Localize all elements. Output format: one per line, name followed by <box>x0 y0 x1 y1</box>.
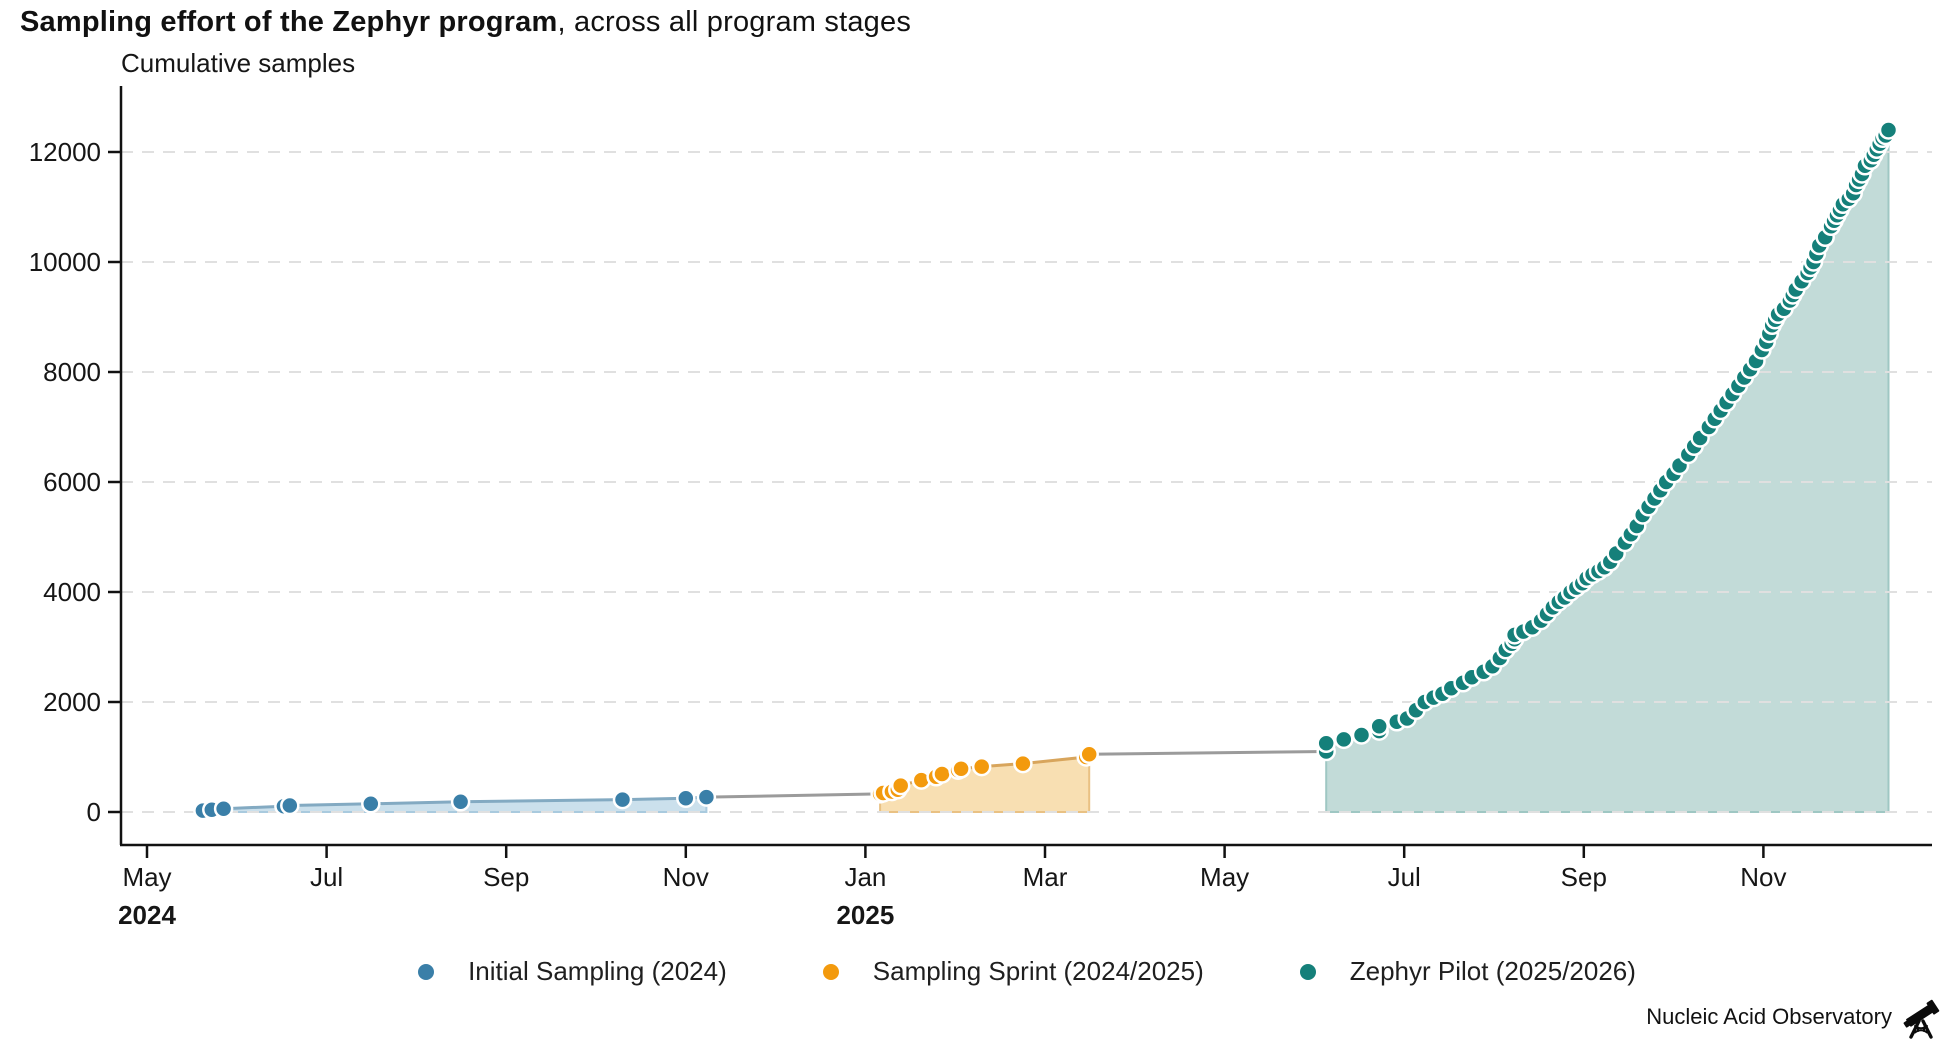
y-axis-title: Cumulative samples <box>121 48 356 78</box>
svg-text:Nov: Nov <box>1740 862 1786 892</box>
legend-label: Initial Sampling (2024) <box>468 956 727 986</box>
legend-dot-icon <box>822 963 839 980</box>
svg-text:8000: 8000 <box>43 357 101 387</box>
chart-legend: Initial Sampling (2024) Sampling Sprint (… <box>121 956 1933 987</box>
svg-text:Jan: Jan <box>844 862 886 892</box>
svg-text:Jul: Jul <box>310 862 343 892</box>
legend-item-1: Initial Sampling (2024) <box>418 956 727 987</box>
svg-text:Mar: Mar <box>1023 862 1068 892</box>
svg-text:2024: 2024 <box>118 900 176 930</box>
legend-label: Zephyr Pilot (2025/2026) <box>1349 956 1636 986</box>
svg-text:6000: 6000 <box>43 467 101 497</box>
brand-footer: Nucleic Acid Observatory <box>1646 994 1944 1040</box>
svg-text:4000: 4000 <box>43 577 101 607</box>
svg-text:10000: 10000 <box>29 247 101 277</box>
legend-label: Sampling Sprint (2024/2025) <box>872 956 1204 986</box>
svg-text:Sep: Sep <box>1561 862 1607 892</box>
svg-text:Jul: Jul <box>1388 862 1421 892</box>
svg-text:Sep: Sep <box>483 862 529 892</box>
svg-text:May: May <box>1200 862 1249 892</box>
svg-text:12000: 12000 <box>29 137 101 167</box>
legend-item-3: Zephyr Pilot (2025/2026) <box>1299 956 1636 987</box>
svg-text:May: May <box>122 862 171 892</box>
svg-text:2025: 2025 <box>836 900 894 930</box>
chart-title-rest: , across all program stages <box>557 6 912 38</box>
chart-title-bold: Sampling effort of the Zephyr program <box>20 6 558 38</box>
svg-text:0: 0 <box>87 797 101 827</box>
legend-item-2: Sampling Sprint (2024/2025) <box>822 956 1204 987</box>
svg-text:2000: 2000 <box>43 687 101 717</box>
chart-title: Sampling effort of the Zephyr program, a… <box>20 6 911 39</box>
svg-text:Nov: Nov <box>663 862 709 892</box>
legend-dot-icon <box>1299 963 1316 980</box>
legend-dot-icon <box>418 963 435 980</box>
brand-name: Nucleic Acid Observatory <box>1646 1004 1892 1029</box>
telescope-icon <box>1903 999 1940 1039</box>
